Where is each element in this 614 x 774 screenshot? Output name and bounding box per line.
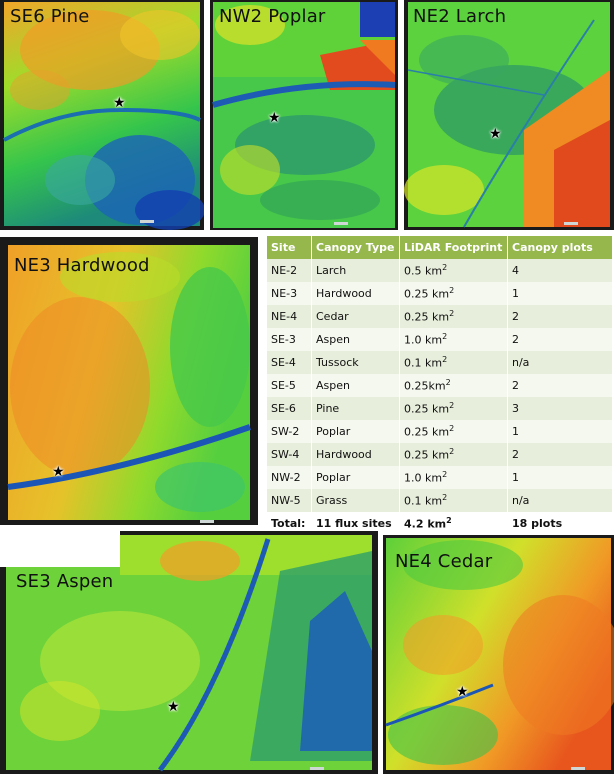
table-row: NE-4 Cedar 0.25 km2 2 — [267, 305, 613, 328]
lidar-canopy-map — [3, 2, 204, 230]
site-cell: NE-4 — [267, 305, 312, 328]
panel-label: NE3 Hardwood — [14, 255, 150, 276]
panel-label: NW2 Poplar — [219, 6, 326, 27]
site-cell: NE-2 — [267, 259, 312, 282]
canopy-type-cell: Tussock — [311, 351, 400, 374]
canopy-type-cell: Aspen — [311, 328, 400, 351]
scale-bar — [564, 222, 578, 225]
lidar-footprint-cell: 0.25 km2 — [399, 420, 508, 443]
flux-tower-star-icon: ★ — [268, 110, 281, 126]
site-cell: SE-6 — [267, 397, 312, 420]
flux-tower-star-icon: ★ — [167, 699, 180, 715]
site-cell: SW-2 — [267, 420, 312, 443]
scale-bar — [334, 222, 348, 225]
lidar-canopy-map — [0, 531, 378, 774]
table-row: SE-4 Tussock 0.1 km2 n/a — [267, 351, 613, 374]
canopy-type-cell: Poplar — [311, 420, 400, 443]
table-header-row: Site Canopy Type LiDAR Footprint Canopy … — [267, 236, 613, 259]
canopy-plots-cell: 1 — [507, 466, 613, 489]
canopy-type-cell: Larch — [311, 259, 400, 282]
site-cell: NW-2 — [267, 466, 312, 489]
flux-tower-star-icon: ★ — [113, 95, 126, 111]
header-site: Site — [267, 236, 312, 259]
canopy-type-cell: Hardwood — [311, 282, 400, 305]
canopy-plots-cell: 1 — [507, 420, 613, 443]
lidar-footprint-cell: 1.0 km2 — [399, 466, 508, 489]
scale-bar — [200, 520, 214, 523]
map-panel-se3-aspen: SE3 Aspen ★ — [0, 531, 378, 774]
canopy-type-cell: Poplar — [311, 466, 400, 489]
site-cell: NW-5 — [267, 489, 312, 512]
lidar-footprint-cell: 0.1 km2 — [399, 489, 508, 512]
flux-site-table: Site Canopy Type LiDAR Footprint Canopy … — [267, 236, 613, 535]
table-row: SE-3 Aspen 1.0 km2 2 — [267, 328, 613, 351]
table-row: NE-3 Hardwood 0.25 km2 1 — [267, 282, 613, 305]
site-cell: SE-3 — [267, 328, 312, 351]
panel-label: NE2 Larch — [413, 6, 507, 27]
table-total-row: Total: 11 flux sites 4.2 km2 18 plots — [267, 512, 613, 535]
canopy-plots-cell: 2 — [507, 374, 613, 397]
header-lidar-footprint: LiDAR Footprint — [399, 236, 508, 259]
lidar-footprint-cell: 0.25 km2 — [399, 443, 508, 466]
map-panel-ne4-cedar: NE4 Cedar ★ — [383, 535, 614, 774]
panel-label: NE4 Cedar — [395, 551, 493, 572]
panel-label: SE3 Aspen — [16, 571, 114, 592]
canopy-plots-cell: 2 — [507, 328, 613, 351]
canopy-plots-cell: 2 — [507, 305, 613, 328]
total-plots: 18 plots — [507, 512, 613, 535]
total-label: Total: — [267, 512, 312, 535]
lidar-canopy-map — [7, 245, 251, 520]
header-canopy-type: Canopy Type — [311, 236, 400, 259]
lidar-footprint-cell: 0.5 km2 — [399, 259, 508, 282]
canopy-type-cell: Aspen — [311, 374, 400, 397]
table-row: NE-2 Larch 0.5 km2 4 — [267, 259, 613, 282]
map-panel-se6-pine: SE6 Pine ★ — [0, 0, 204, 230]
total-sites: 11 flux sites — [311, 512, 400, 535]
scale-bar — [140, 220, 154, 223]
canopy-plots-cell: 2 — [507, 443, 613, 466]
canopy-type-cell: Grass — [311, 489, 400, 512]
site-cell: SE-5 — [267, 374, 312, 397]
canopy-type-cell: Pine — [311, 397, 400, 420]
site-cell: SW-4 — [267, 443, 312, 466]
map-panel-nw2-poplar: NW2 Poplar ★ — [210, 0, 398, 230]
table-row: NW-5 Grass 0.1 km2 n/a — [267, 489, 613, 512]
scale-bar — [571, 767, 585, 770]
table-row: SW-4 Hardwood 0.25 km2 2 — [267, 443, 613, 466]
canopy-type-cell: Cedar — [311, 305, 400, 328]
total-area: 4.2 km2 — [399, 512, 508, 535]
lidar-canopy-map — [212, 2, 396, 228]
lidar-footprint-cell: 0.25 km2 — [399, 305, 508, 328]
lidar-footprint-cell: 0.1 km2 — [399, 351, 508, 374]
lidar-footprint-cell: 0.25 km2 — [399, 282, 508, 305]
lidar-footprint-cell: 1.0 km2 — [399, 328, 508, 351]
table-row: SE-6 Pine 0.25 km2 3 — [267, 397, 613, 420]
canopy-plots-cell: n/a — [507, 489, 613, 512]
canopy-plots-cell: 4 — [507, 259, 613, 282]
table-row: SW-2 Poplar 0.25 km2 1 — [267, 420, 613, 443]
flux-tower-star-icon: ★ — [489, 126, 502, 142]
canopy-plots-cell: n/a — [507, 351, 613, 374]
scale-bar — [310, 767, 324, 770]
table-row: NW-2 Poplar 1.0 km2 1 — [267, 466, 613, 489]
canopy-plots-cell: 3 — [507, 397, 613, 420]
map-panel-ne3-hardwood: NE3 Hardwood ★ — [0, 237, 258, 525]
lidar-canopy-map — [404, 2, 610, 228]
header-canopy-plots: Canopy plots — [507, 236, 613, 259]
lidar-footprint-cell: 0.25 km2 — [399, 397, 508, 420]
table-row: SE-5 Aspen 0.25km2 2 — [267, 374, 613, 397]
flux-tower-star-icon: ★ — [52, 464, 65, 480]
lidar-canopy-map — [385, 538, 614, 770]
flux-tower-star-icon: ★ — [456, 684, 469, 700]
site-cell: NE-3 — [267, 282, 312, 305]
site-cell: SE-4 — [267, 351, 312, 374]
panel-label: SE6 Pine — [10, 6, 90, 27]
lidar-footprint-cell: 0.25km2 — [399, 374, 508, 397]
canopy-type-cell: Hardwood — [311, 443, 400, 466]
map-panel-ne2-larch: NE2 Larch ★ — [404, 0, 614, 230]
canopy-plots-cell: 1 — [507, 282, 613, 305]
